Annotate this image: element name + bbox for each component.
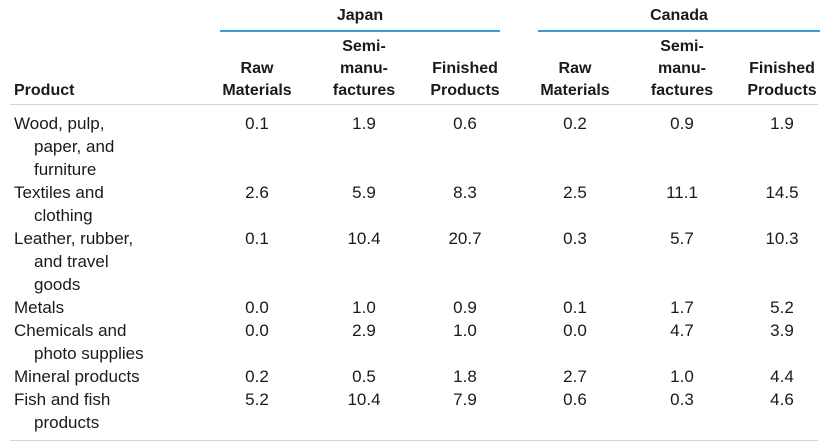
cell-canada-raw: 2.7 bbox=[563, 367, 587, 386]
cell-canada-finished: 5.2 bbox=[770, 298, 794, 317]
cell-canada-semi: 1.7 bbox=[670, 298, 694, 317]
cell-japan-finished: 7.9 bbox=[453, 390, 477, 409]
product-name-line: Wood, pulp, bbox=[14, 114, 105, 133]
cell-canada-semi: 11.1 bbox=[666, 183, 698, 202]
cell-japan-raw: 2.6 bbox=[245, 183, 269, 202]
table-row: Wood, pulp, paper, and furniture 0.1 1.9 0.6 0… bbox=[0, 112, 826, 181]
cell-canada-semi: 1.0 bbox=[670, 367, 694, 386]
cell-canada-raw: 2.5 bbox=[563, 183, 587, 202]
cell-japan-raw: 0.0 bbox=[245, 298, 269, 317]
product-name: Mineral products bbox=[0, 365, 205, 388]
cell-japan-semi: 1.9 bbox=[352, 114, 376, 133]
cell-canada-finished: 4.4 bbox=[770, 367, 794, 386]
cell-canada-semi: 0.9 bbox=[670, 114, 694, 133]
column-header-canada-finished: Finished Products bbox=[747, 60, 817, 99]
column-header-canada-raw: Raw Materials bbox=[540, 60, 610, 99]
product-name: Fish and fish products bbox=[0, 388, 205, 434]
cell-japan-semi: 1.0 bbox=[352, 298, 376, 317]
cell-japan-raw: 0.2 bbox=[245, 367, 269, 386]
cell-canada-raw: 0.6 bbox=[563, 390, 587, 409]
cell-japan-finished: 0.9 bbox=[453, 298, 477, 317]
cell-canada-finished: 3.9 bbox=[770, 321, 794, 340]
cell-canada-semi: 0.3 bbox=[670, 390, 694, 409]
table-row: Chemicals and photo supplies 0.0 2.9 1.0 0.0 4… bbox=[0, 319, 826, 365]
cell-canada-finished: 4.6 bbox=[770, 390, 794, 409]
cell-japan-semi: 0.5 bbox=[352, 367, 376, 386]
cell-japan-semi: 5.9 bbox=[352, 183, 376, 202]
cell-canada-raw: 0.3 bbox=[563, 229, 587, 248]
product-name-continuation: paper, and bbox=[34, 137, 115, 156]
header-divider bbox=[10, 104, 818, 105]
column-header-japan-finished: Finished Products bbox=[430, 60, 500, 99]
cell-japan-finished: 8.3 bbox=[453, 183, 477, 202]
product-name: Metals bbox=[0, 296, 205, 319]
product-name: Chemicals and photo supplies bbox=[0, 319, 205, 365]
cell-canada-finished: 1.9 bbox=[770, 114, 794, 133]
bottom-divider bbox=[10, 440, 818, 441]
cell-japan-raw: 5.2 bbox=[245, 390, 269, 409]
cell-canada-raw: 0.1 bbox=[563, 298, 587, 317]
product-name-line: Metals bbox=[14, 298, 65, 317]
cell-japan-raw: 0.1 bbox=[245, 229, 269, 248]
cell-japan-finished: 1.8 bbox=[453, 367, 477, 386]
cell-canada-semi: 4.7 bbox=[670, 321, 694, 340]
cell-japan-semi: 10.4 bbox=[347, 229, 381, 248]
column-header-product: Product bbox=[14, 82, 75, 99]
group-header-japan: Japan bbox=[336, 7, 384, 24]
group-rule-canada bbox=[538, 30, 820, 32]
product-name-line: Mineral products bbox=[14, 367, 140, 386]
product-name-line: Textiles and bbox=[14, 183, 104, 202]
cell-canada-semi: 5.7 bbox=[670, 229, 694, 248]
column-header-japan-raw: Raw Materials bbox=[222, 60, 292, 99]
cell-japan-raw: 0.0 bbox=[245, 321, 269, 340]
cell-canada-finished: 14.5 bbox=[765, 183, 799, 202]
table-row: Textiles and clothing 2.6 5.9 8.3 2.5 11.1 14.5 bbox=[0, 181, 826, 227]
product-name: Wood, pulp, paper, and furniture bbox=[0, 112, 205, 181]
table-row: Leather, rubber, and travel goods 0.1 10.4 20… bbox=[0, 227, 826, 296]
column-header-japan-semi: Semi- manu- factures bbox=[332, 38, 396, 99]
product-name: Leather, rubber, and travel goods bbox=[0, 227, 205, 296]
product-name-continuation: goods bbox=[34, 275, 81, 294]
cell-japan-finished: 0.6 bbox=[453, 114, 477, 133]
column-header-canada-semi: Semi- manu- factures bbox=[650, 38, 714, 99]
product-name-continuation: products bbox=[34, 413, 100, 432]
product-name-line: Fish and fish bbox=[14, 390, 111, 409]
cell-japan-semi: 2.9 bbox=[352, 321, 376, 340]
cell-japan-finished: 1.0 bbox=[453, 321, 477, 340]
product-name-continuation: clothing bbox=[34, 206, 93, 225]
group-header-canada: Canada bbox=[650, 7, 708, 24]
cell-japan-semi: 10.4 bbox=[347, 390, 381, 409]
product-name-continuation: and travel bbox=[34, 252, 109, 271]
cell-canada-raw: 0.2 bbox=[563, 114, 587, 133]
cell-canada-finished: 10.3 bbox=[765, 229, 799, 248]
cell-japan-finished: 20.7 bbox=[448, 229, 482, 248]
product-name: Textiles and clothing bbox=[0, 181, 205, 227]
cell-canada-raw: 0.0 bbox=[563, 321, 587, 340]
product-name-line: Leather, rubber, bbox=[14, 229, 134, 248]
product-name-continuation: furniture bbox=[34, 160, 97, 179]
table-row: Mineral products 0.2 0.5 1.8 2.7 1.0 4.4 bbox=[0, 365, 826, 388]
group-rule-japan bbox=[220, 30, 500, 32]
table-row: Fish and fish products 5.2 10.4 7.9 0.6 0.3 4.6 bbox=[0, 388, 826, 434]
table-row: Metals 0.0 1.0 0.9 0.1 1.7 5.2 bbox=[0, 296, 826, 319]
table-body: Wood, pulp, paper, and furniture 0.1 1.9 0.6 0… bbox=[0, 112, 826, 434]
cell-japan-raw: 0.1 bbox=[245, 114, 269, 133]
product-name-line: Chemicals and bbox=[14, 321, 127, 340]
product-name-continuation: photo supplies bbox=[34, 344, 144, 363]
